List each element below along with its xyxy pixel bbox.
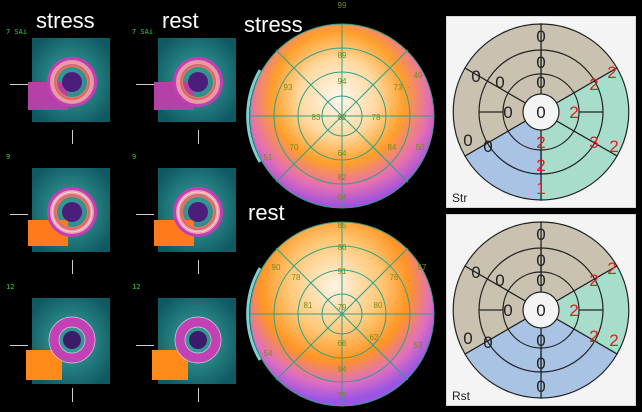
score-cell: 2 bbox=[589, 75, 598, 94]
score-cell-apex: 0 bbox=[536, 301, 545, 320]
score-cell: 2 bbox=[589, 327, 598, 346]
score-cell: 0 bbox=[536, 225, 545, 244]
score-cell: 0 bbox=[463, 131, 472, 150]
score-cell: 0 bbox=[471, 263, 480, 282]
stress-score-bullseye: 0 0 0 0 0 0 0 0 0 2 2 2 3 2 2 2 1 Str bbox=[446, 16, 636, 208]
polar-value: 64 bbox=[338, 149, 347, 158]
score-cell: 2 bbox=[607, 259, 616, 278]
stress-polar-map: 99 89 94 82 93 73 83 78 70 64 84 82 64 4… bbox=[246, 1, 435, 209]
polar-value: 49 bbox=[414, 71, 423, 80]
slice-label-rest-1: 7 SAi bbox=[132, 28, 154, 36]
slice-label-stress-2: 9 bbox=[6, 153, 11, 161]
polar-value: 57 bbox=[418, 263, 427, 272]
score-cell: 2 bbox=[536, 156, 545, 175]
rest-polar-header: rest bbox=[248, 200, 285, 225]
polar-value: 94 bbox=[338, 365, 347, 374]
score-cell: 0 bbox=[503, 301, 512, 320]
score-cell: 2 bbox=[607, 63, 616, 82]
polar-value: 82 bbox=[338, 173, 347, 182]
rest-slice-3 bbox=[152, 298, 236, 384]
score-cell: 0 bbox=[536, 271, 545, 290]
rest-slices-header: rest bbox=[162, 8, 199, 33]
score-cell: 2 bbox=[609, 331, 618, 350]
polar-value: 78 bbox=[372, 113, 381, 122]
polar-value: 81 bbox=[304, 301, 313, 310]
score-cell: 0 bbox=[495, 271, 504, 290]
polar-value: 66 bbox=[338, 339, 347, 348]
stress-slice-2 bbox=[28, 168, 110, 252]
polar-value: 73 bbox=[394, 83, 403, 92]
score-cell: 0 bbox=[536, 53, 545, 72]
score-cell: 0 bbox=[463, 329, 472, 348]
polar-maps: 99 89 94 82 93 73 83 78 70 64 84 82 64 4… bbox=[246, 1, 435, 407]
crosshair-ticks bbox=[10, 84, 199, 402]
polar-value: 93 bbox=[284, 83, 293, 92]
polar-value: 84 bbox=[388, 143, 397, 152]
polar-value: 85 bbox=[338, 221, 347, 230]
slice-label-stress-3: 12 bbox=[6, 283, 15, 291]
score-cell: 2 bbox=[536, 133, 545, 152]
stress-slice-3 bbox=[26, 298, 110, 384]
polar-value: 99 bbox=[338, 1, 347, 10]
polar-value: 76 bbox=[390, 273, 399, 282]
polar-value: 86 bbox=[338, 243, 347, 252]
polar-value: 89 bbox=[338, 51, 347, 60]
score-cell: 2 bbox=[609, 137, 618, 156]
score-cell: 0 bbox=[536, 354, 545, 373]
slice-label-rest-2: 9 bbox=[132, 153, 137, 161]
polar-value: 53 bbox=[414, 341, 423, 350]
score-cell: 0 bbox=[471, 67, 480, 86]
score-cell: 0 bbox=[536, 251, 545, 270]
score-cell: 3 bbox=[589, 133, 598, 152]
score-cell: 0 bbox=[483, 137, 492, 156]
polar-value: 51 bbox=[264, 153, 273, 162]
score-cell: 0 bbox=[483, 333, 492, 352]
rest-polar-map: 85 86 91 90 78 76 81 79 80 66 62 94 79 5… bbox=[246, 221, 435, 407]
stress-slices-header: stress bbox=[36, 8, 95, 33]
polar-value: 70 bbox=[290, 143, 299, 152]
polar-value: 90 bbox=[272, 263, 281, 272]
score-cell: 0 bbox=[536, 331, 545, 350]
slice-label-rest-3: 12 bbox=[132, 283, 141, 291]
score-cell: 2 bbox=[569, 301, 578, 320]
polar-value: 94 bbox=[338, 77, 347, 86]
score-label: Str bbox=[452, 191, 467, 205]
score-cell: 2 bbox=[589, 271, 598, 290]
polar-value: 91 bbox=[338, 267, 347, 276]
score-label: Rst bbox=[452, 389, 471, 403]
polar-value: 82 bbox=[338, 113, 347, 122]
polar-value: 54 bbox=[264, 349, 273, 358]
polar-value: 50 bbox=[416, 143, 425, 152]
polar-value: 79 bbox=[338, 303, 347, 312]
score-cell: 0 bbox=[536, 27, 545, 46]
polar-value: 79 bbox=[338, 391, 347, 400]
polar-value: 64 bbox=[338, 193, 347, 202]
polar-value: 62 bbox=[370, 333, 379, 342]
slice-label-stress-1: 7 SAi bbox=[6, 28, 28, 36]
stress-polar-header: stress bbox=[244, 12, 303, 37]
polar-value: 83 bbox=[312, 113, 321, 122]
stress-slice-1 bbox=[28, 38, 110, 122]
score-cell: 0 bbox=[495, 73, 504, 92]
score-cell-apex: 0 bbox=[536, 103, 545, 122]
score-cell: 2 bbox=[569, 103, 578, 122]
polar-value: 78 bbox=[292, 273, 301, 282]
score-cell: 0 bbox=[536, 73, 545, 92]
rest-slice-2 bbox=[154, 168, 236, 252]
short-axis-slice-panel bbox=[10, 38, 236, 402]
score-cell: 0 bbox=[503, 103, 512, 122]
rest-slice-1 bbox=[154, 38, 236, 122]
polar-value: 80 bbox=[374, 301, 383, 310]
rest-score-bullseye: 0 0 0 0 0 0 0 0 0 0 0 0 2 2 2 2 2 Rst bbox=[446, 214, 636, 406]
score-cell: 1 bbox=[536, 179, 545, 198]
score-cell: 0 bbox=[536, 377, 545, 396]
